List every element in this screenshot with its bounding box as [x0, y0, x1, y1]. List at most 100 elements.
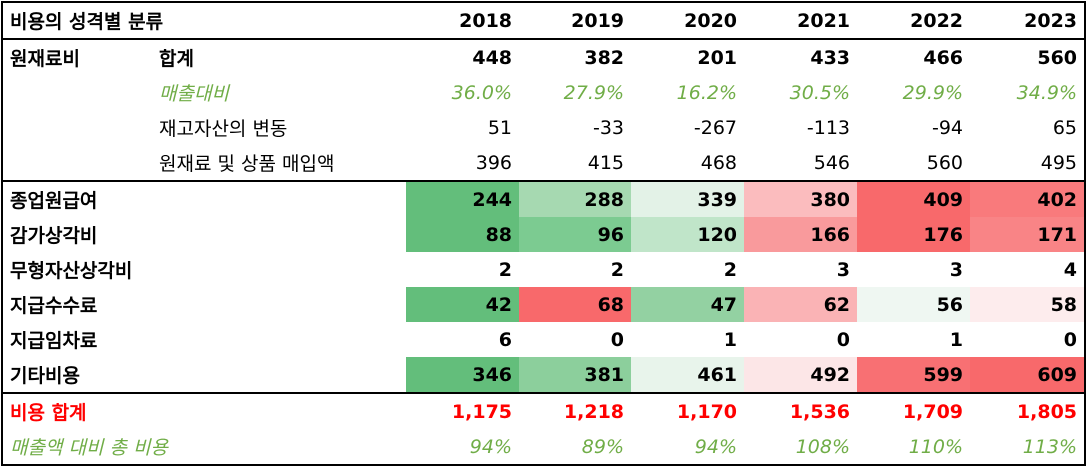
table-cell: 1	[857, 322, 971, 357]
table-cell: 1	[631, 322, 745, 357]
table-cell: 56	[857, 287, 971, 322]
sales-ratio-label: 매출대비	[159, 83, 229, 105]
table-cell: 1,175	[406, 392, 520, 429]
table-cell: 120	[631, 217, 745, 252]
year-header: 2022	[857, 1, 971, 40]
table-cell: 339	[631, 181, 745, 217]
total-row: 비용 합계 1,175 1,218 1,170 1,536 1,709 1,80…	[0, 392, 1087, 429]
expense-label: 지급임차료	[0, 322, 407, 357]
table-cell: 402	[970, 181, 1087, 217]
table-cell: 3	[744, 252, 858, 287]
table-cell: 546	[744, 145, 858, 182]
raw-material-ratio-row: 매출대비 36.0% 27.9% 16.2% 30.5% 29.9% 34.9%	[1, 75, 1087, 110]
table-cell: 560	[857, 145, 971, 182]
table-cell: 171	[970, 217, 1087, 252]
raw-material-total-label: 합계	[159, 48, 194, 70]
table-cell: 0	[519, 322, 632, 357]
table-cell: 433	[810, 46, 851, 69]
table-cell: 468	[631, 145, 745, 182]
table-cell: 346	[406, 357, 520, 393]
total-ratio-label: 매출액 대비 총 비용	[0, 429, 407, 466]
table-cell: 3	[857, 252, 971, 287]
table-cell: 466	[923, 46, 964, 69]
table-cell: 68	[519, 287, 632, 322]
table-cell: 4	[970, 252, 1087, 287]
table-cell: 2	[631, 252, 745, 287]
inventory-change-label: 재고자산의 변동	[159, 118, 288, 140]
table-cell: 448	[472, 46, 513, 69]
total-label: 비용 합계	[0, 392, 407, 429]
expense-row: 무형자산상각비 2 2 2 3 3 4	[0, 252, 1087, 287]
expense-label: 기타비용	[0, 357, 407, 393]
table-cell: 62	[744, 287, 858, 322]
table-cell: 288	[519, 181, 632, 217]
total-ratio-row: 매출액 대비 총 비용 94% 89% 94% 108% 110% 113%	[0, 429, 1087, 466]
table-cell: 94%	[406, 429, 520, 466]
table-cell: -94	[931, 116, 964, 139]
table-cell: 409	[857, 181, 971, 217]
table-cell: 51	[487, 116, 513, 139]
table-cell: -33	[592, 116, 625, 139]
header-row: 비용의 성격별 분류 2018 2019 2020 2021 2022 2023	[0, 1, 1087, 40]
expense-row: 기타비용 346 381 461 492 599 609	[0, 357, 1087, 393]
table-cell: 0	[970, 322, 1087, 357]
expense-label: 종업원급여	[0, 181, 407, 217]
table-cell: 495	[970, 145, 1087, 182]
year-header: 2020	[631, 1, 745, 40]
table-cell: 110%	[857, 429, 971, 466]
table-cell: 380	[744, 181, 858, 217]
table-cell: 560	[970, 39, 1087, 75]
table-cell: 34.9%	[970, 75, 1087, 110]
table-cell: 2	[519, 252, 632, 287]
table-cell: 65	[970, 110, 1087, 145]
table-cell: 16.2%	[676, 81, 738, 104]
year-header: 2018	[406, 1, 520, 40]
table-cell: 2	[406, 252, 520, 287]
inventory-change-row: 재고자산의 변동 51 -33 -267 -113 -94 65	[1, 110, 1087, 145]
table-cell: 58	[970, 287, 1087, 322]
table-cell: 1,805	[970, 392, 1087, 429]
raw-material-total-row: 원재료비 합계 448 382 201 433 466 560	[1, 39, 1087, 75]
table-cell: 42	[406, 287, 520, 322]
table-cell: 1,170	[631, 392, 745, 429]
table-cell: 29.9%	[902, 81, 964, 104]
table-cell: 1,536	[744, 392, 858, 429]
table-cell: 382	[584, 46, 625, 69]
table-cell: 166	[744, 217, 858, 252]
year-header: 2019	[519, 1, 632, 40]
table-cell: 89%	[519, 429, 632, 466]
purchase-row: 원재료 및 상품 매입액 396 415 468 546 560 495	[1, 145, 1087, 182]
table-cell: 47	[631, 287, 745, 322]
raw-material-label: 원재료비	[1, 39, 152, 75]
expense-row: 종업원급여 244 288 339 380 409 402	[0, 181, 1087, 217]
table-cell: 0	[744, 322, 858, 357]
table-cell: 30.5%	[789, 81, 851, 104]
table-cell: 113%	[970, 429, 1087, 466]
table-cell: 6	[406, 322, 520, 357]
table-cell: 36.0%	[451, 81, 513, 104]
table-cell: 415	[519, 145, 632, 182]
table-cell: 1,218	[519, 392, 632, 429]
expense-row: 지급수수료 42 68 47 62 56 58	[0, 287, 1087, 322]
expense-label: 무형자산상각비	[0, 252, 407, 287]
expense-label: 감가상각비	[0, 217, 407, 252]
table-cell: 492	[744, 357, 858, 393]
table-cell: 88	[406, 217, 520, 252]
expense-row: 감가상각비 88 96 120 166 176 171	[0, 217, 1087, 252]
table-cell: 94%	[631, 429, 745, 466]
table-cell: 176	[857, 217, 971, 252]
table-cell: 244	[406, 181, 520, 217]
year-header: 2021	[744, 1, 858, 40]
year-header: 2023	[970, 1, 1087, 40]
table-cell: -267	[693, 116, 738, 139]
table-cell: 108%	[744, 429, 858, 466]
table-cell: 201	[697, 46, 738, 69]
expense-label: 지급수수료	[0, 287, 407, 322]
expense-row: 지급임차료 6 0 1 0 1 0	[0, 322, 1087, 357]
table-cell: 609	[970, 357, 1087, 393]
table-cell: 1,709	[857, 392, 971, 429]
table-cell: 96	[519, 217, 632, 252]
table-cell: 27.9%	[563, 81, 625, 104]
table-cell: -113	[806, 116, 851, 139]
